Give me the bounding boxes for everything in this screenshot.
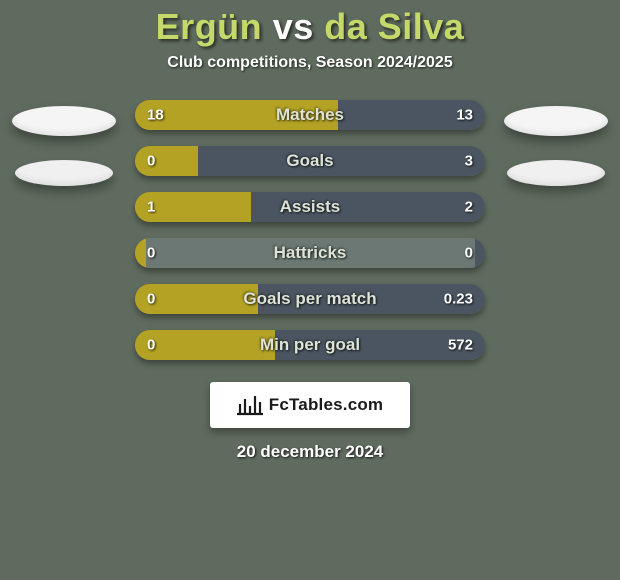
title-player2: da Silva <box>324 6 464 47</box>
brand-text: FcTables.com <box>269 395 384 415</box>
player1-portrait-secondary <box>15 160 113 186</box>
player2-portrait-secondary <box>507 160 605 186</box>
stat-bar: Goals03 <box>135 146 485 176</box>
bar-fill-right <box>251 192 486 222</box>
stat-bar: Goals per match00.23 <box>135 284 485 314</box>
bar-fill-right <box>475 238 486 268</box>
portrait-column-right <box>501 100 611 186</box>
bar-base <box>135 238 485 268</box>
brand-badge: FcTables.com <box>210 382 410 428</box>
bar-fill-left <box>135 238 146 268</box>
bar-fill-left <box>135 100 338 130</box>
bar-fill-left <box>135 330 275 360</box>
title-vs: vs <box>273 6 314 47</box>
portrait-column-left <box>9 100 119 186</box>
bar-fill-left <box>135 284 258 314</box>
stat-bar: Min per goal0572 <box>135 330 485 360</box>
title-player1: Ergün <box>156 6 263 47</box>
bar-fill-left <box>135 192 251 222</box>
stage: Matches1813 Goals03 Assists12 Hattricks00 Go… <box>0 100 620 360</box>
date: 20 december 2024 <box>237 442 384 462</box>
stat-bar: Assists12 <box>135 192 485 222</box>
stat-bar: Hattricks00 <box>135 238 485 268</box>
comparison-card: Ergün vs da Silva Club competitions, Sea… <box>0 0 620 580</box>
bar-fill-right <box>198 146 485 176</box>
player2-portrait <box>504 106 608 136</box>
bar-fill-right <box>338 100 485 130</box>
stat-bar: Matches1813 <box>135 100 485 130</box>
bar-chart-icon <box>237 394 263 416</box>
subtitle: Club competitions, Season 2024/2025 <box>167 54 452 72</box>
bar-fill-left <box>135 146 198 176</box>
page-title: Ergün vs da Silva <box>156 6 465 48</box>
stat-bars: Matches1813 Goals03 Assists12 Hattricks00 Go… <box>135 100 485 360</box>
player1-portrait <box>12 106 116 136</box>
